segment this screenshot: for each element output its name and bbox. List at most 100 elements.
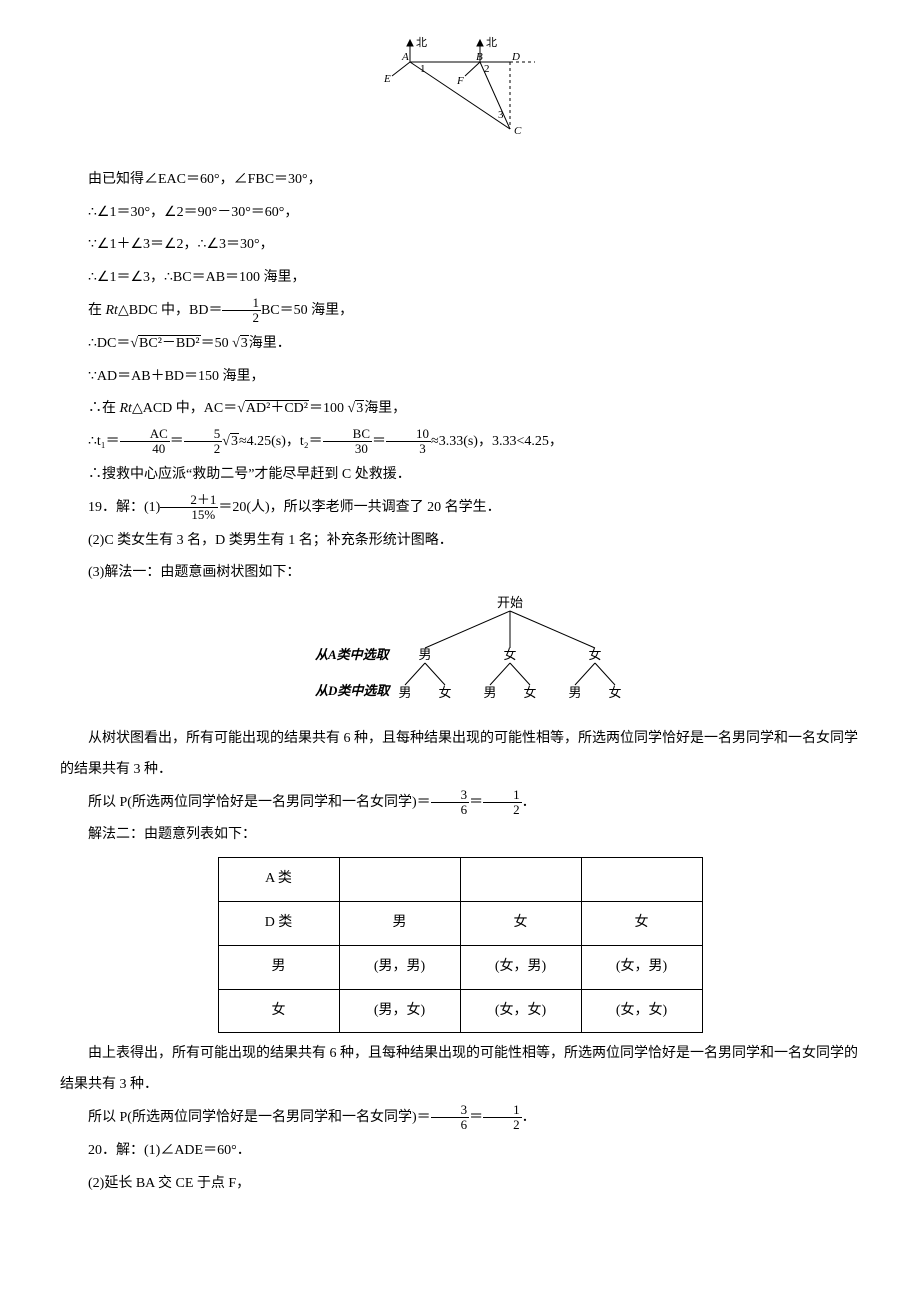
line-10: ∴搜救中心应派“救助二号”才能尽早赶到 C 处救援．: [60, 460, 860, 491]
north-label-2: 北: [486, 36, 497, 49]
cell: (女，男): [581, 945, 702, 989]
line-20: (2)延长 BA 交 CE 于点 F，: [60, 1169, 860, 1200]
tree-start: 开始: [497, 595, 523, 610]
l11b: ＝20(人)，所以李老师一共调查了 20 名学生．: [218, 500, 500, 515]
l11a: 19．解：(1): [88, 500, 160, 515]
cell: [581, 858, 702, 902]
tree-diagram: 开始 从A类中选取 从D类中选取 男 女 女 男 女 男 女 男 女: [60, 593, 860, 716]
l18eq: ＝: [469, 1110, 483, 1125]
l5rt: Rt: [106, 303, 118, 318]
frac-t1a: AC40: [120, 427, 170, 457]
table-row: A 类: [218, 858, 702, 902]
l8rt: Rt: [120, 401, 132, 416]
tree-svg: 开始 从A类中选取 从D类中选取 男 女 女 男 女 男 女 男 女: [250, 593, 670, 703]
frac-p2b: 12: [483, 1103, 522, 1133]
l9eq1: ＝: [170, 434, 184, 449]
l8sqrt2: 3: [355, 400, 364, 416]
l15b: ．: [522, 795, 536, 810]
line-2: ∴∠1＝30°，∠2＝90°－30°＝60°，: [60, 198, 860, 229]
l5b: △BDC 中，BD＝: [118, 303, 223, 318]
cell: (女，女): [460, 989, 581, 1033]
angle-3: 3: [498, 109, 504, 121]
cell: 男: [218, 945, 339, 989]
frac-p1b: 12: [483, 788, 522, 818]
geometry-diagram: 北 北 A B D E F C 1 2 3: [60, 34, 860, 157]
tree-r1-0: 男: [418, 647, 431, 662]
cell: A 类: [218, 858, 339, 902]
table-row: D 类 男 女 女: [218, 902, 702, 946]
cell: [339, 858, 460, 902]
cell: 女: [460, 902, 581, 946]
pt-d: D: [511, 51, 520, 63]
l9a: ∴t₁＝: [88, 434, 120, 449]
frac-survey: 2＋115%: [160, 493, 218, 523]
l9c: ≈3.33(s)，3.33<4.25，: [431, 434, 563, 449]
tree-r2-4: 男: [568, 685, 581, 700]
frac-t2a: BC30: [323, 427, 372, 457]
l8sqrt: AD²＋CD²: [245, 400, 309, 416]
l18b: ．: [522, 1110, 536, 1125]
cell: D 类: [218, 902, 339, 946]
frac-half: 12: [222, 296, 261, 326]
pt-c: C: [514, 125, 522, 137]
tree-r2-0: 男: [398, 685, 411, 700]
pt-f: F: [456, 75, 464, 87]
pt-e: E: [383, 73, 391, 85]
l8c: ＝100: [309, 401, 344, 416]
line-5: 在 Rt△BDC 中，BD＝12BC＝50 海里，: [60, 296, 860, 327]
pt-a: A: [401, 51, 409, 63]
frac-t1b: 52: [184, 427, 223, 457]
tree-level-a: 从A类中选取: [315, 647, 391, 662]
line-15: 所以 P(所选两位同学恰好是一名男同学和一名女同学)＝36＝12．: [60, 788, 860, 819]
line-11: 19．解：(1)2＋115%＝20(人)，所以李老师一共调查了 20 名学生．: [60, 493, 860, 524]
l6a: ∴DC＝: [88, 336, 130, 351]
line-4: ∴∠1＝∠3，∴BC＝AB＝100 海里，: [60, 263, 860, 294]
tree-r2-1: 女: [438, 685, 451, 700]
line-13: (3)解法一：由题意画树状图如下：: [60, 558, 860, 589]
line-1: 由已知得∠EAC＝60°，∠FBC＝30°，: [60, 165, 860, 196]
l15a: 所以 P(所选两位同学恰好是一名男同学和一名女同学)＝: [88, 795, 431, 810]
l6sqrt: BC²－BD²: [138, 335, 201, 351]
angle-2: 2: [484, 63, 490, 75]
tree-r2-3: 女: [523, 685, 536, 700]
line-3: ∵∠1＋∠3＝∠2，∴∠3＝30°，: [60, 230, 860, 261]
l8d: 海里，: [364, 401, 406, 416]
l5a: 在: [88, 303, 106, 318]
l18a: 所以 P(所选两位同学恰好是一名男同学和一名女同学)＝: [88, 1110, 431, 1125]
cell: 女: [218, 989, 339, 1033]
l6c: 海里．: [249, 336, 291, 351]
tree-r2-5: 女: [608, 685, 621, 700]
table-row: 男 (男，男) (女，男) (女，男): [218, 945, 702, 989]
angle-1: 1: [420, 63, 426, 75]
line-19: 20．解：(1)∠ADE＝60°．: [60, 1136, 860, 1167]
cell: 男: [339, 902, 460, 946]
tree-level-d: 从D类中选取: [315, 683, 391, 698]
geom-svg: 北 北 A B D E F C 1 2 3: [380, 34, 540, 144]
line-16: 解法二：由题意列表如下：: [60, 820, 860, 851]
line-7: ∵AD＝AB＋BD＝150 海里，: [60, 362, 860, 393]
pt-b: B: [476, 51, 483, 63]
l6sqrt2: 3: [240, 335, 249, 351]
line-14: 从树状图看出，所有可能出现的结果共有 6 种，且每种结果出现的可能性相等，所选两…: [60, 724, 860, 786]
line-18: 所以 P(所选两位同学恰好是一名男同学和一名女同学)＝36＝12．: [60, 1103, 860, 1134]
l9eq2: ＝: [372, 434, 386, 449]
line-12: (2)C 类女生有 3 名，D 类男生有 1 名；补充条形统计图略．: [60, 526, 860, 557]
l5c: BC＝50 海里，: [261, 303, 353, 318]
frac-p2a: 36: [431, 1103, 470, 1133]
l8b: △ACD 中，AC＝: [132, 401, 237, 416]
line-6: ∴DC＝√BC²－BD²＝50 √3海里．: [60, 329, 860, 360]
cell: (男，女): [339, 989, 460, 1033]
cell: (男，男): [339, 945, 460, 989]
cell: (女，女): [581, 989, 702, 1033]
line-9: ∴t₁＝AC40＝52√3≈4.25(s)，t₂＝BC30＝103≈3.33(s…: [60, 427, 860, 458]
cell: 女: [581, 902, 702, 946]
cell: (女，男): [460, 945, 581, 989]
tree-r2-2: 男: [483, 685, 496, 700]
table-row: 女 (男，女) (女，女) (女，女): [218, 989, 702, 1033]
tree-r1-2: 女: [588, 647, 601, 662]
l8a: ∴在: [88, 401, 120, 416]
line-8: ∴在 Rt△ACD 中，AC＝√AD²＋CD²＝100 √3海里，: [60, 394, 860, 425]
line-17: 由上表得出，所有可能出现的结果共有 6 种，且每种结果出现的可能性相等，所选两位…: [60, 1039, 860, 1101]
frac-p1a: 36: [431, 788, 470, 818]
cell: [460, 858, 581, 902]
